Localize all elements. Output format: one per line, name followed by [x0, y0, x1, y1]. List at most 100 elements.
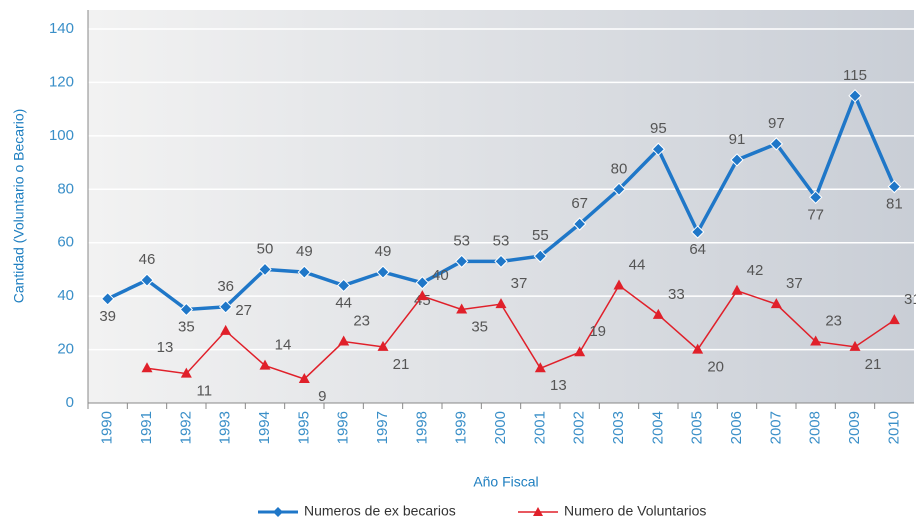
- x-tick-label: 1999: [453, 411, 470, 444]
- y-tick-label: 100: [49, 127, 74, 144]
- x-tick-label: 1991: [138, 411, 155, 444]
- marker: [258, 262, 272, 277]
- marker: [888, 314, 900, 325]
- marker: [100, 292, 115, 306]
- data-label: 13: [157, 339, 174, 356]
- data-label: 49: [296, 243, 313, 260]
- data-label: 64: [689, 241, 706, 258]
- data-label: 19: [589, 323, 606, 340]
- marker: [770, 298, 782, 309]
- marker: [297, 265, 312, 279]
- data-label: 40: [432, 267, 449, 284]
- x-tick-label: 1997: [374, 411, 391, 444]
- marker: [572, 217, 587, 231]
- data-label: 23: [825, 313, 842, 330]
- x-tick-label: 2003: [610, 411, 627, 444]
- x-tick-label: 1998: [413, 411, 430, 444]
- marker: [456, 303, 468, 314]
- x-tick-label: 2008: [807, 411, 824, 444]
- data-label: 49: [375, 243, 392, 260]
- data-label: 42: [747, 262, 764, 279]
- marker: [140, 273, 154, 287]
- marker: [377, 340, 389, 351]
- marker: [179, 302, 194, 317]
- data-label: 11: [197, 383, 213, 400]
- x-tick-label: 2010: [885, 411, 902, 444]
- data-label: 77: [807, 206, 824, 223]
- x-tick-label: 1995: [295, 411, 312, 444]
- marker: [494, 254, 508, 269]
- data-label: 53: [493, 232, 510, 249]
- data-label: 9: [318, 388, 326, 405]
- y-tick-label: 60: [57, 234, 74, 251]
- marker: [613, 279, 625, 290]
- x-tick-label: 2004: [649, 411, 666, 444]
- data-label: 33: [668, 286, 685, 303]
- x-tick-label: 2006: [728, 411, 745, 444]
- marker: [180, 367, 192, 378]
- y-tick-label: 0: [66, 394, 74, 411]
- x-axis-label: Año Fiscal: [473, 474, 538, 490]
- data-label: 20: [707, 359, 724, 376]
- data-label: 81: [886, 196, 903, 213]
- legend-label: Numero de Voluntarios: [564, 503, 706, 519]
- data-label: 21: [865, 356, 882, 373]
- marker: [730, 153, 744, 167]
- data-label: 45: [414, 292, 431, 309]
- data-label: 91: [729, 131, 746, 148]
- data-label: 37: [511, 275, 528, 292]
- x-tick-label: 2009: [846, 411, 863, 444]
- marker: [769, 137, 784, 151]
- data-label: 14: [275, 337, 292, 354]
- data-label: 21: [393, 356, 410, 373]
- x-tick-label: 1993: [217, 411, 234, 444]
- x-tick-label: 2007: [767, 411, 784, 444]
- marker: [218, 300, 233, 314]
- data-label: 35: [471, 318, 488, 335]
- data-label: 44: [335, 294, 352, 311]
- x-tick-label: 1996: [335, 411, 352, 444]
- x-tick-label: 1992: [177, 411, 194, 444]
- y-tick-label: 80: [57, 180, 74, 197]
- data-label: 53: [453, 232, 470, 249]
- data-label: 39: [99, 308, 116, 325]
- x-tick-label: 2001: [531, 411, 548, 444]
- x-tick-label: 1994: [256, 411, 273, 444]
- marker: [376, 265, 390, 279]
- marker: [336, 278, 351, 293]
- y-tick-label: 20: [57, 341, 74, 358]
- data-label: 23: [353, 313, 370, 330]
- data-label: 55: [532, 227, 549, 244]
- legend-marker: [273, 507, 283, 517]
- x-tick-label: 2005: [689, 411, 706, 444]
- data-label: 80: [611, 160, 628, 177]
- y-tick-label: 120: [49, 73, 74, 90]
- x-tick-label: 2002: [571, 411, 588, 444]
- data-label: 115: [843, 67, 867, 84]
- marker: [454, 254, 469, 269]
- data-label: 37: [786, 275, 803, 292]
- marker: [338, 335, 350, 346]
- marker: [141, 362, 153, 373]
- marker: [220, 324, 232, 335]
- series-line: [146, 284, 895, 380]
- legend-label: Numeros de ex becarios: [304, 503, 456, 519]
- marker: [887, 179, 902, 194]
- marker: [848, 89, 862, 103]
- marker: [259, 359, 271, 370]
- marker: [731, 284, 743, 295]
- marker: [810, 335, 822, 346]
- x-tick-label: 1990: [99, 411, 116, 444]
- marker: [534, 362, 546, 373]
- marker: [495, 298, 507, 309]
- y-tick-label: 40: [57, 287, 74, 304]
- y-axis-label: Cantidad (Voluntario o Becario): [11, 109, 27, 304]
- data-label: 46: [139, 251, 156, 268]
- marker: [574, 346, 586, 357]
- marker: [849, 340, 861, 351]
- data-label: 50: [257, 240, 274, 257]
- marker: [612, 182, 626, 196]
- data-label: 35: [178, 318, 195, 335]
- data-label: 27: [235, 302, 252, 319]
